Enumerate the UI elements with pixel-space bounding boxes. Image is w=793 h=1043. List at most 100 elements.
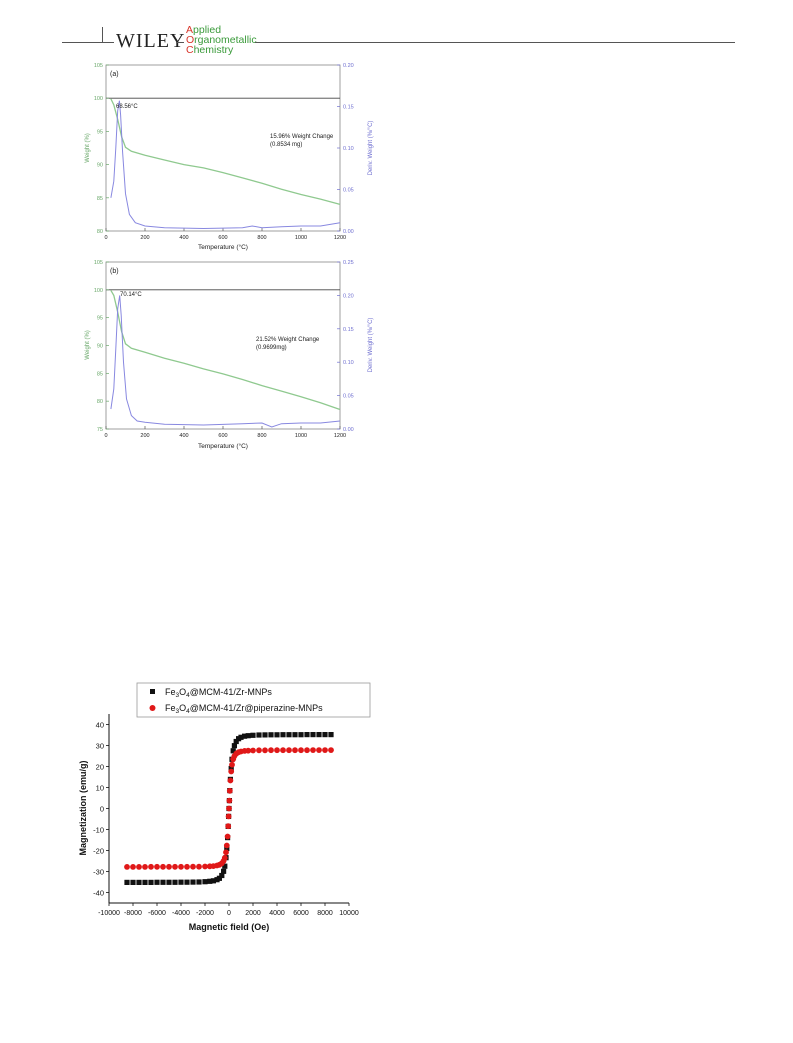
data-point-square [184, 879, 190, 885]
y-tick-label: -30 [93, 868, 104, 877]
x-tick-label: 1200 [334, 235, 346, 241]
data-point-square [256, 732, 262, 738]
right-tick-label: 0.25 [343, 260, 354, 266]
y-tick-label: 0 [100, 805, 104, 814]
right-tick-label: 0.00 [343, 427, 354, 433]
right-axis-ticks: 0.00 0.05 0.10 0.15 0.20 0.25 [337, 260, 354, 433]
data-point-circle [166, 863, 172, 870]
data-point-circle [304, 747, 310, 754]
data-point-square [298, 732, 304, 738]
left-tick-label: 75 [97, 427, 103, 433]
x-tick-label: 10000 [339, 910, 359, 917]
data-point-circle [226, 797, 233, 804]
data-point-square [274, 732, 280, 738]
legend-frame [136, 682, 371, 718]
header-rule-connector [176, 42, 184, 43]
data-point-circle [228, 768, 235, 775]
x-tick-label: 6000 [293, 910, 309, 917]
journal-header: WILEY Applied Organometallic Chemistry [0, 0, 793, 60]
data-point-square [130, 879, 136, 885]
weight-change-mass: (0.9699mg) [256, 345, 287, 351]
y-tick-label: -40 [93, 889, 104, 898]
data-point-circle [262, 747, 268, 754]
data-point-circle [274, 747, 280, 754]
y-tick-label: 20 [96, 763, 104, 772]
x-axis-ticks: 0 200 400 600 800 1000 1200 [104, 426, 346, 439]
data-point-square [242, 733, 248, 739]
right-tick-label: 0.15 [343, 327, 354, 333]
data-point-circle [245, 747, 252, 754]
header-rule-right [255, 42, 735, 43]
data-point-circle [250, 747, 256, 754]
data-point-square [286, 732, 292, 738]
data-point-circle [229, 761, 235, 768]
data-point-circle [226, 787, 233, 794]
x-tick-label: 2000 [245, 910, 261, 917]
journal-title: Applied Organometallic Chemistry [186, 25, 257, 56]
x-tick-label: 1000 [295, 433, 307, 439]
data-point-square [148, 879, 154, 885]
weight-change-annotation: 15.96% Weight Change [270, 134, 334, 140]
x-tick-label: 800 [257, 433, 266, 439]
data-point-square [166, 879, 172, 885]
data-point-square [233, 738, 239, 745]
right-tick-label: 0.20 [343, 293, 354, 299]
left-tick-label: 85 [97, 196, 103, 202]
data-point-circle [286, 747, 292, 754]
x-tick-label: 0 [104, 433, 107, 439]
x-tick-label: -10000 [98, 910, 120, 917]
data-point-square [142, 879, 148, 885]
x-tick-label: 600 [218, 235, 227, 241]
right-tick-label: 0.20 [343, 63, 354, 69]
data-point-square [136, 879, 142, 885]
left-tick-label: 80 [97, 399, 103, 405]
data-point-circle [328, 747, 334, 753]
y-tick-label: -10 [93, 826, 104, 835]
legend-entry-2: Fe3O4@MCM-41/Zr@piperazine-MNPs [165, 703, 323, 715]
left-tick-label: 90 [97, 344, 103, 350]
legend-marker-circle [149, 705, 156, 711]
data-point-square [196, 879, 202, 885]
x-tick-label: 400 [179, 235, 188, 241]
left-tick-label: 80 [97, 229, 103, 235]
right-axis-label: Deriv. Weight (%/°C) [368, 121, 374, 176]
legend-marker-square [150, 689, 155, 694]
right-axis-label: Deriv. Weight (%/°C) [368, 318, 374, 373]
data-point-square [228, 765, 234, 772]
weight-change-mass: (0.8534 mg) [270, 142, 302, 148]
left-tick-label: 105 [94, 260, 103, 266]
x-tick-label: -8000 [124, 910, 142, 917]
derivative-curve [110, 100, 341, 230]
series-zr-piperazine-mnps [124, 747, 334, 870]
data-point-circle [225, 813, 232, 820]
x-axis-label: Temperature (°C) [198, 243, 248, 251]
data-point-circle [322, 747, 328, 753]
data-point-circle [221, 855, 228, 861]
y-tick-label: 30 [96, 742, 104, 751]
legend-entry-1: Fe3O4@MCM-41/Zr-MNPs [165, 687, 272, 699]
data-point-circle [142, 864, 148, 870]
data-point-circle [292, 747, 298, 754]
data-point-square [210, 878, 216, 884]
right-tick-label: 0.15 [343, 105, 354, 111]
x-axis-ticks: -10000 -8000 -6000 -4000 -2000 0 2000 4000 6000 8… [98, 903, 359, 917]
data-point-square [222, 863, 228, 869]
data-point-circle [223, 849, 229, 856]
left-axis-ticks: 75 80 85 90 95 100 105 [94, 260, 109, 433]
x-tick-label: 0 [104, 235, 107, 241]
data-point-square [316, 732, 322, 738]
data-point-square [219, 872, 225, 879]
x-axis-label: Magnetic field (Oe) [189, 922, 270, 932]
data-point-circle [130, 864, 136, 870]
x-tick-label: 1200 [334, 433, 346, 439]
data-point-square [190, 879, 196, 885]
right-axis-ticks: 0.00 0.05 0.10 0.15 0.20 [337, 63, 354, 235]
x-tick-label: -6000 [148, 910, 166, 917]
legend-box: Fe3O4@MCM-41/Zr-MNPs Fe3O4@MCM-41/Zr@pip… [136, 682, 371, 718]
derivative-curve [110, 295, 341, 428]
data-point-circle [256, 747, 262, 754]
x-tick-label: -4000 [172, 910, 190, 917]
header-vertical-rule [102, 27, 103, 43]
left-tick-label: 90 [97, 163, 103, 169]
